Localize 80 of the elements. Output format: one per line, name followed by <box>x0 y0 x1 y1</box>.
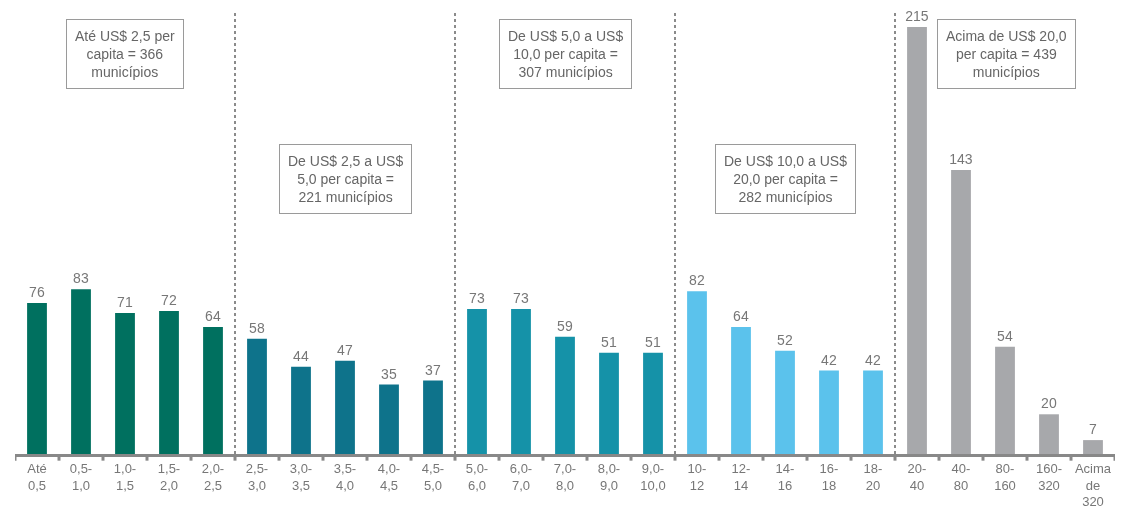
data-label: 42 <box>865 351 881 368</box>
bar <box>951 170 971 454</box>
data-label: 71 <box>117 294 133 311</box>
bar <box>687 291 707 454</box>
bar <box>511 309 531 454</box>
data-label: 76 <box>29 284 45 301</box>
x-tick-label: 160-320 <box>1035 460 1063 493</box>
data-label: 143 <box>949 151 973 168</box>
data-label: 51 <box>645 333 661 350</box>
x-tick-label: 5,0-6,0 <box>465 460 489 493</box>
data-label: 47 <box>337 341 353 358</box>
data-label: 73 <box>469 290 485 307</box>
bar <box>115 313 135 454</box>
bar <box>1039 414 1059 454</box>
data-label: 42 <box>821 351 837 368</box>
x-tick-label: 3,5-4,0 <box>333 460 357 493</box>
x-tick-label: 10-12 <box>687 460 707 493</box>
data-label: 44 <box>293 347 309 364</box>
x-tick-label: 12-14 <box>731 460 751 493</box>
x-tick-label: 40-80 <box>951 460 971 493</box>
data-label: 72 <box>161 292 177 309</box>
annotation: Até US$ 2,5 per capita = 366 municípios <box>75 28 175 81</box>
bar <box>731 326 751 454</box>
data-label: 58 <box>249 319 265 336</box>
data-label: 64 <box>733 307 749 324</box>
x-tick-label: 16-18 <box>819 460 839 493</box>
x-tick-label: 3,0-3,5 <box>289 460 313 493</box>
x-tick-label: 7,0-8,0 <box>553 460 577 493</box>
bar <box>775 350 795 454</box>
data-label: 83 <box>73 270 89 287</box>
x-tick-label: Até 0,5 <box>27 460 47 493</box>
data-label: 54 <box>997 327 1013 344</box>
annotation: De US$ 10,0 a US$ 20,0 per capita = 282 municípios <box>724 153 848 206</box>
x-tick-label: 2,5-3,0 <box>245 460 269 493</box>
bar <box>467 309 487 454</box>
x-tick-label: 80-160 <box>994 460 1016 493</box>
annotation: Acima de US$ 20,0 per capita = 439 municípios <box>946 28 1067 81</box>
bar <box>819 370 839 454</box>
bar <box>27 303 47 454</box>
data-label: 37 <box>425 361 441 378</box>
data-label: 35 <box>381 365 397 382</box>
data-label: 7 <box>1089 421 1097 438</box>
bar <box>71 289 91 454</box>
bar <box>423 380 443 454</box>
bar <box>995 346 1015 454</box>
bar <box>1083 440 1103 454</box>
x-tick-label: 4,0-4,5 <box>377 460 401 493</box>
bar <box>599 352 619 454</box>
x-tick-label: Acima de 320 <box>1074 460 1112 510</box>
data-label: 51 <box>601 333 617 350</box>
x-tick-label: 1,0-1,5 <box>113 460 137 493</box>
x-tick-label: 0,5-1,0 <box>69 460 93 493</box>
bar <box>863 370 883 454</box>
x-tick-label: 8,0-9,0 <box>597 460 621 493</box>
bar <box>555 336 575 454</box>
x-tick-label: 20-40 <box>907 460 927 493</box>
x-tick-label: 14-16 <box>775 460 795 493</box>
bar <box>907 27 927 454</box>
data-label: 52 <box>777 331 793 348</box>
x-tick-label: 2,0-2,5 <box>201 460 225 493</box>
bar <box>379 384 399 454</box>
x-tick-label: 6,0-7,0 <box>509 460 533 493</box>
bar <box>643 352 663 454</box>
x-tick-label: 1,5-2,0 <box>157 460 181 493</box>
x-tick-label: 9,0-10,0 <box>640 460 666 493</box>
x-tick-label: 18-20 <box>863 460 883 493</box>
bar <box>203 326 223 454</box>
data-label: 20 <box>1041 395 1057 412</box>
data-label: 215 <box>905 8 929 25</box>
data-label: 82 <box>689 272 705 289</box>
annotation: De US$ 5,0 a US$ 10,0 per capita = 307 municípios <box>508 28 624 81</box>
annotation: De US$ 2,5 a US$ 5,0 per capita = 221 municípios <box>288 153 404 206</box>
data-label: 64 <box>205 307 221 324</box>
bar <box>335 360 355 454</box>
bar <box>291 366 311 454</box>
bar <box>159 311 179 454</box>
bar <box>247 338 267 454</box>
data-label: 73 <box>513 290 529 307</box>
x-tick-label: 4,5-5,0 <box>421 460 445 493</box>
data-label: 59 <box>557 317 573 334</box>
